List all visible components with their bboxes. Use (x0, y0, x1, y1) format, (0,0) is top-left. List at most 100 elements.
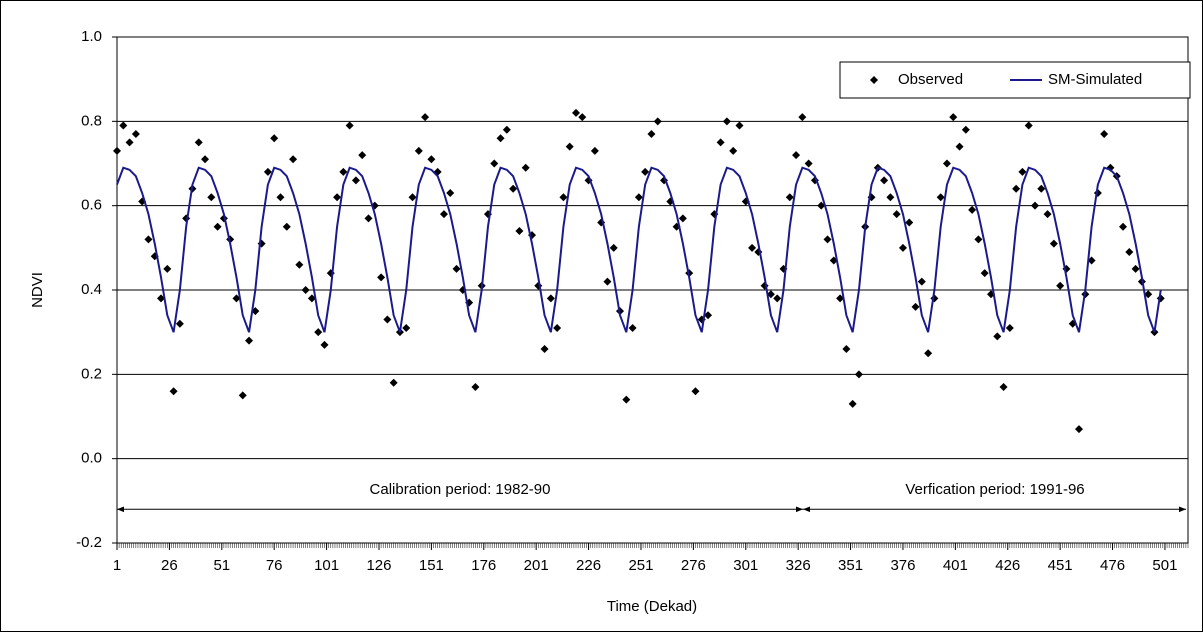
observed-point (490, 159, 499, 168)
observed-point (716, 138, 725, 147)
x-tick-label: 251 (628, 557, 653, 574)
y-tick-label: 0.6 (81, 197, 102, 214)
y-tick-label: 0.8 (81, 112, 102, 129)
observed-point (641, 167, 650, 176)
observed-point (502, 125, 511, 134)
observed-point (974, 235, 983, 244)
x-tick-label: 26 (161, 557, 178, 574)
observed-point (521, 163, 530, 172)
observed-point (999, 382, 1008, 391)
legend-label: Observed (898, 71, 963, 88)
legend-marker (870, 76, 878, 84)
observed-point (722, 117, 731, 126)
y-axis-label: NDVI (29, 272, 46, 308)
observed-point (836, 294, 845, 303)
observed-point (402, 323, 411, 332)
observed-point (320, 340, 329, 349)
observed-point (358, 151, 367, 160)
x-tick-label: 276 (681, 557, 706, 574)
observed-point (1119, 222, 1128, 231)
observed-point (131, 129, 140, 138)
y-tick-label: -0.2 (76, 534, 102, 551)
observed-point (414, 146, 423, 155)
observed-point (892, 210, 901, 219)
observed-point (1018, 167, 1027, 176)
observed-point (590, 146, 599, 155)
observed-point (898, 243, 907, 252)
observed-point (364, 214, 373, 223)
observed-point (647, 129, 656, 138)
x-tick-label: 451 (1048, 557, 1073, 574)
observed-point (314, 328, 323, 337)
observed-point (553, 323, 562, 332)
x-tick-label: 76 (266, 557, 283, 574)
x-tick-label: 301 (733, 557, 758, 574)
x-tick-label: 351 (838, 557, 863, 574)
observed-point (439, 210, 448, 219)
x-tick-label: 151 (419, 557, 444, 574)
observed-point (201, 155, 210, 164)
y-tick-label: 0.2 (81, 365, 102, 382)
observed-point (678, 214, 687, 223)
observed-point (880, 176, 889, 185)
observed-point (961, 125, 970, 134)
observed-point (817, 201, 826, 210)
observed-point (452, 264, 461, 273)
observed-point (408, 193, 417, 202)
observed-point (1075, 425, 1084, 434)
observed-point (301, 286, 310, 294)
observed-point (980, 269, 989, 278)
x-tick-label: 1 (113, 557, 121, 574)
observed-point (270, 134, 279, 143)
observed-point (163, 264, 172, 273)
observed-point (1100, 129, 1109, 138)
observed-point (289, 155, 298, 164)
observed-point (377, 273, 386, 282)
observed-point (540, 345, 549, 354)
observed-point (924, 349, 933, 358)
observed-point (1024, 121, 1033, 130)
observed-point (823, 235, 832, 244)
observed-point (389, 378, 398, 387)
x-axis-label: Time (Dekad) (607, 598, 697, 615)
observed-point (509, 184, 518, 193)
observed-point (1125, 248, 1134, 257)
observed-point (1005, 323, 1014, 332)
observed-point (691, 387, 700, 396)
observed-point (351, 176, 360, 185)
observed-point (936, 193, 945, 202)
observed-point (496, 134, 505, 143)
observed-point (729, 146, 738, 155)
observed-point (1031, 201, 1039, 210)
observed-point (345, 121, 354, 130)
observed-point (263, 167, 272, 176)
x-tick-label: 51 (213, 557, 230, 574)
observed-point (144, 235, 153, 244)
observed-point (339, 167, 348, 176)
observed-point (785, 193, 794, 202)
observed-point (565, 142, 574, 151)
observed-point (157, 294, 166, 303)
observed-point (609, 243, 618, 252)
observed-point (917, 277, 926, 286)
observed-point (748, 243, 757, 252)
x-tick-label: 476 (1100, 557, 1125, 574)
observed-point (628, 323, 637, 332)
annotation: Calibration period: 1982-90 (370, 481, 551, 498)
observed-point (559, 193, 568, 202)
observed-point (653, 117, 662, 126)
observed-point (421, 113, 430, 122)
x-tick-label: 201 (524, 557, 549, 574)
observed-point (798, 113, 807, 122)
observed-point (207, 193, 216, 202)
observed-point (704, 311, 713, 320)
y-tick-label: 0.0 (81, 450, 102, 467)
observed-point (792, 151, 801, 160)
x-tick-label: 501 (1152, 557, 1177, 574)
observed-point (622, 395, 631, 404)
observed-point (854, 370, 863, 379)
observed-point (446, 189, 455, 198)
observed-point (471, 382, 480, 391)
observed-point (125, 138, 134, 147)
